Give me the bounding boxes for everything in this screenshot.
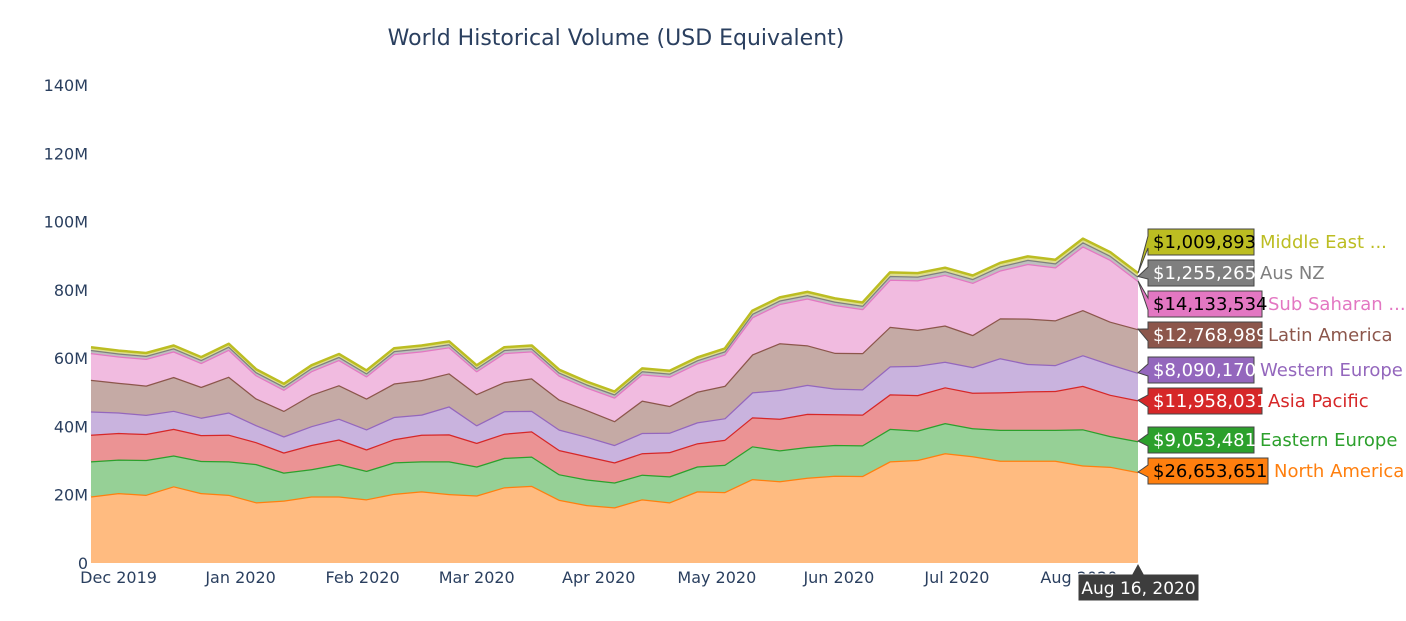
hover-label-box	[1137, 387, 1263, 415]
hover-label-box	[1136, 259, 1255, 287]
hover-value: $26,653,651	[1153, 461, 1268, 482]
hover-label-box	[1137, 228, 1255, 274]
hover-label-box	[1137, 426, 1255, 454]
x-hover-date: Aug 16, 2020	[1081, 579, 1195, 599]
y-tick-label: 20M	[54, 486, 88, 505]
x-tick-label: Feb 2020	[326, 568, 400, 587]
hover-series-name: Sub Saharan ...	[1268, 294, 1406, 315]
hover-series-name: Western Europe	[1260, 360, 1403, 381]
series-line	[90, 237, 1139, 393]
hover-series-name: Eastern Europe	[1260, 430, 1397, 451]
hover-label-box	[1136, 321, 1263, 349]
hover-label-box	[1137, 457, 1269, 485]
area-eastern-europe[interactable]	[91, 423, 1138, 508]
y-tick-label: 80M	[54, 281, 88, 300]
y-tick-label: 140M	[44, 76, 88, 95]
x-hover-box	[1077, 561, 1200, 602]
hover-series-name: Asia Pacific	[1268, 391, 1369, 412]
hover-labels: $26,653,651 North America $9,053,481 Easter…	[1136, 228, 1406, 485]
x-tick-label: Mar 2020	[439, 568, 515, 587]
x-tick-label: Jul 2020	[923, 568, 989, 587]
y-axis: 0 20M 40M 60M 80M 100M 120M 140M	[44, 76, 88, 573]
x-tick-label: May 2020	[677, 568, 756, 587]
chart-title: World Historical Volume (USD Equivalent)	[388, 26, 845, 51]
y-tick-label: 40M	[54, 417, 88, 436]
hover-label-box	[1137, 356, 1255, 384]
y-tick-label: 60M	[54, 349, 88, 368]
hover-series-name: North America	[1274, 461, 1404, 482]
hover-series-name: Aus NZ	[1260, 263, 1325, 284]
area-layer	[90, 237, 1139, 563]
area-sub-saharan[interactable]	[91, 246, 1138, 421]
x-tick-label: Dec 2019	[80, 568, 157, 587]
area-asia-pacific[interactable]	[91, 385, 1138, 483]
hover-series-name: Latin America	[1268, 325, 1393, 346]
y-tick-label: 100M	[44, 213, 88, 232]
y-tick-label: 0	[78, 554, 88, 573]
x-axis: Dec 2019 Jan 2020 Feb 2020 Mar 2020 Apr 2020…	[80, 568, 1117, 587]
x-hover-label: Aug 16, 2020	[1077, 561, 1200, 602]
x-tick-label: Apr 2020	[562, 568, 635, 587]
x-tick-label: Jun 2020	[802, 568, 874, 587]
x-tick-label: Jan 2020	[204, 568, 275, 587]
area-western-europe[interactable]	[91, 355, 1138, 463]
hover-value: $1,009,893	[1153, 232, 1256, 253]
area-latin-america[interactable]	[91, 310, 1138, 445]
hover-value: $14,133,534	[1153, 294, 1268, 315]
hover-label-box	[1137, 280, 1263, 318]
hover-value: $9,053,481	[1153, 430, 1256, 451]
hover-value: $8,090,170	[1153, 360, 1256, 381]
hover-value: $1,255,265	[1153, 263, 1256, 284]
y-tick-label: 120M	[44, 144, 88, 163]
hover-value: $12,768,989	[1153, 325, 1268, 346]
hover-series-name: Middle East ...	[1260, 232, 1387, 253]
hover-value: $11,958,031	[1153, 391, 1268, 412]
